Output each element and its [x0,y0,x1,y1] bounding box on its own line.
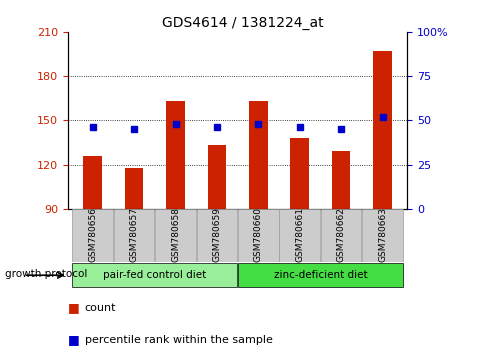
Bar [279,209,319,262]
Bar [290,138,308,209]
Text: GSM780663: GSM780663 [378,207,386,262]
Text: GDS4614 / 1381224_at: GDS4614 / 1381224_at [161,16,323,30]
Text: ■: ■ [68,302,79,314]
Text: GSM780656: GSM780656 [88,207,97,262]
Bar [362,209,402,262]
Bar [207,145,226,209]
Text: zinc-deficient diet: zinc-deficient diet [273,270,366,280]
Text: GSM780660: GSM780660 [253,207,262,262]
Bar [238,209,278,262]
Text: GSM780662: GSM780662 [336,207,345,262]
Text: GSM780659: GSM780659 [212,207,221,262]
Bar [72,209,113,262]
Bar [114,209,154,262]
Text: GSM780661: GSM780661 [295,207,303,262]
Text: count: count [85,303,116,313]
Text: GSM780657: GSM780657 [129,207,138,262]
Bar [331,152,350,209]
Bar [238,263,402,287]
Text: percentile rank within the sample: percentile rank within the sample [85,335,272,345]
Bar [124,167,143,209]
Bar [155,209,196,262]
Bar [72,263,237,287]
Bar [248,101,267,209]
Text: GSM780658: GSM780658 [171,207,180,262]
Text: pair-fed control diet: pair-fed control diet [103,270,206,280]
Bar [196,209,237,262]
Bar [373,51,391,209]
Bar [320,209,361,262]
Bar [166,101,184,209]
Text: ■: ■ [68,333,79,346]
Text: growth protocol: growth protocol [5,269,87,279]
Bar [83,156,102,209]
